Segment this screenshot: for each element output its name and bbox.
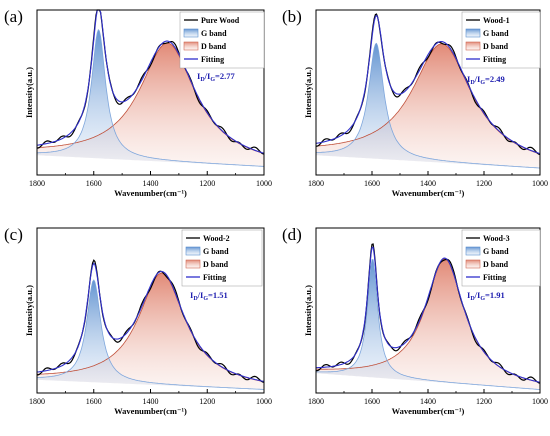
panel-d-legend-spectrum: Wood-3 [483,234,510,243]
panel-c-x-tick-label: 1200 [199,397,215,406]
panel-c-plot: 1800 1600 1400 1200 1000 Wavenumber(cm⁻¹) Inte… [24,227,272,416]
panel-c-legend-swatch-d-band [185,259,201,269]
panel-c-x-axis-title: Wavenumber(cm⁻¹) [114,406,187,416]
panel-d-x-tick-label: 1400 [420,397,436,406]
panel-a-x-tick-label: 1000 [256,179,272,188]
panel-b-y-axis-title: Intensity(a.u.) [303,67,313,118]
panel-d-legend-swatch-d-band [465,259,481,269]
panel-b-fitting-line [315,14,541,155]
panel-d: (d) 1800 1600 1400 1200 1000 Wavenumber(cm⁻¹)… [282,225,548,416]
panel-b-legend-swatch-d-band [465,41,481,51]
panel-c-legend-fitting: Fitting [203,273,226,282]
panel-c-legend-spectrum: Wood-2 [203,234,230,243]
panel-d-letter: (d) [282,225,302,244]
panel-b-spectrum-line [316,13,541,156]
panel-b-legend-spectrum: Wood-1 [483,16,510,25]
panel-d-fitting-line [316,246,541,383]
panel-a-letter: (a) [4,7,23,26]
panel-b-legend: Wood-1 G band D band Fitting [461,11,541,69]
panel-a-d-band-fill [37,43,264,167]
panel-b-legend-swatch-g-band [465,28,481,38]
panel-a-legend-spectrum: Pure Wood [201,16,240,25]
panel-d-plot: 1800 1600 1400 1200 1000 Wavenumber(cm⁻¹) Inte… [303,227,548,416]
panel-a-legend-d-band: D band [201,42,227,51]
panel-b-x-tick-label: 1800 [308,179,324,188]
panel-a-spectrum-line [36,9,265,155]
panel-a-ratio-label: ID/IG=2.77 [197,71,235,83]
panel-c-x-tick-label: 1600 [86,397,102,406]
panel-d-x-tick-label: 1600 [364,397,380,406]
panel-d-legend-fitting: Fitting [483,273,506,282]
panel-c-legend-swatch-g-band [185,246,201,256]
panel-b-x-tick-label: 1600 [364,179,380,188]
panel-d-legend-d-band: D band [483,260,509,269]
panel-b-legend-fitting: Fitting [483,55,506,64]
panel-d-x-tick-label: 1200 [476,397,492,406]
panel-d-d-band-fill [316,258,540,390]
panel-c-ratio-label: ID/IG=1.51 [190,290,228,302]
panel-a-x-axis-title: Wavenumber(cm⁻¹) [114,188,187,198]
panel-d-x-tick-label: 1000 [532,397,548,406]
panel-b-x-tick-label: 1400 [420,179,436,188]
panel-c-x-tick-label: 1000 [256,397,272,406]
panel-a-g-band-line [37,29,265,167]
panel-b-g-band-line [316,42,540,169]
panel-a-x-tick-label: 1600 [86,179,102,188]
panel-d-legend-swatch-g-band [465,246,481,256]
panel-c-legend: Wood-2 G band D band Fitting [181,229,263,287]
panel-a-y-axis-title: Intensity(a.u.) [24,67,34,118]
panel-d-g-band-fill [316,259,540,390]
panel-b-legend-d-band: D band [483,42,509,51]
panel-a-x-tick-label: 1800 [29,179,45,188]
panel-a-x-tick-label: 1200 [199,179,215,188]
panel-b-x-tick-label: 1200 [476,179,492,188]
panel-b-x-axis-title: Wavenumber(cm⁻¹) [392,188,465,198]
panel-b-x-tick-label: 1000 [532,179,548,188]
panel-b-plot: 1800 1600 1400 1200 1000 Wavenumber(cm⁻¹) Inte… [303,9,548,198]
panel-b-ratio-label: ID/IG=2.49 [467,74,505,86]
panel-c-letter: (c) [4,225,23,244]
panel-b-g-band-fill [316,43,540,169]
panel-c-g-band-fill [37,280,264,390]
panel-a-legend-swatch-g-band [183,28,199,38]
panel-a-legend-fitting: Fitting [201,55,224,64]
panel-c-x-tick-label: 1800 [29,397,45,406]
panel-c-legend-g-band: G band [203,247,229,256]
panel-c-x-tick-label: 1400 [143,397,159,406]
panel-c-legend-d-band: D band [203,260,229,269]
panel-d-y-axis-title: Intensity(a.u.) [303,285,313,336]
panel-c: (c) 1800 1600 1400 1200 1000 Wavenumber(cm⁻¹)… [4,225,272,416]
panel-c-d-band-fill [37,273,264,390]
panel-d-legend-g-band: G band [483,247,509,256]
panel-c-fitting-line [36,262,265,382]
panel-c-y-axis-title: Intensity(a.u.) [24,285,34,336]
panel-b: (b) 1800 1600 1400 1200 1000 Wavenumber(cm⁻¹)… [282,7,548,198]
panel-a-fitting-line [36,9,265,154]
panel-d-spectrum-line [316,243,541,384]
panel-d-g-band-line [316,259,540,390]
panel-a-plot: 1800 1600 1400 1200 1000 Wavenumber(cm⁻¹) Inte… [24,9,272,198]
panel-d-legend: Wood-3 G band D band Fitting [461,229,541,287]
panel-d-x-axis-title: Wavenumber(cm⁻¹) [392,406,465,416]
panel-a-x-tick-label: 1400 [143,179,159,188]
panel-a: (a) 1800 1600 1400 1200 1000 Wavenumber(cm⁻¹)… [4,7,272,198]
panel-a-legend-g-band: G band [201,29,227,38]
panel-d-ratio-label: ID/IG=1.91 [467,290,505,302]
panel-a-legend: Pure Wood G band D band Fitting [179,11,265,69]
panel-b-legend-g-band: G band [483,29,509,38]
panel-c-g-band-line [37,279,264,390]
panel-b-letter: (b) [282,7,302,26]
panel-a-legend-swatch-d-band [183,41,199,51]
panel-d-x-tick-label: 1800 [308,397,324,406]
